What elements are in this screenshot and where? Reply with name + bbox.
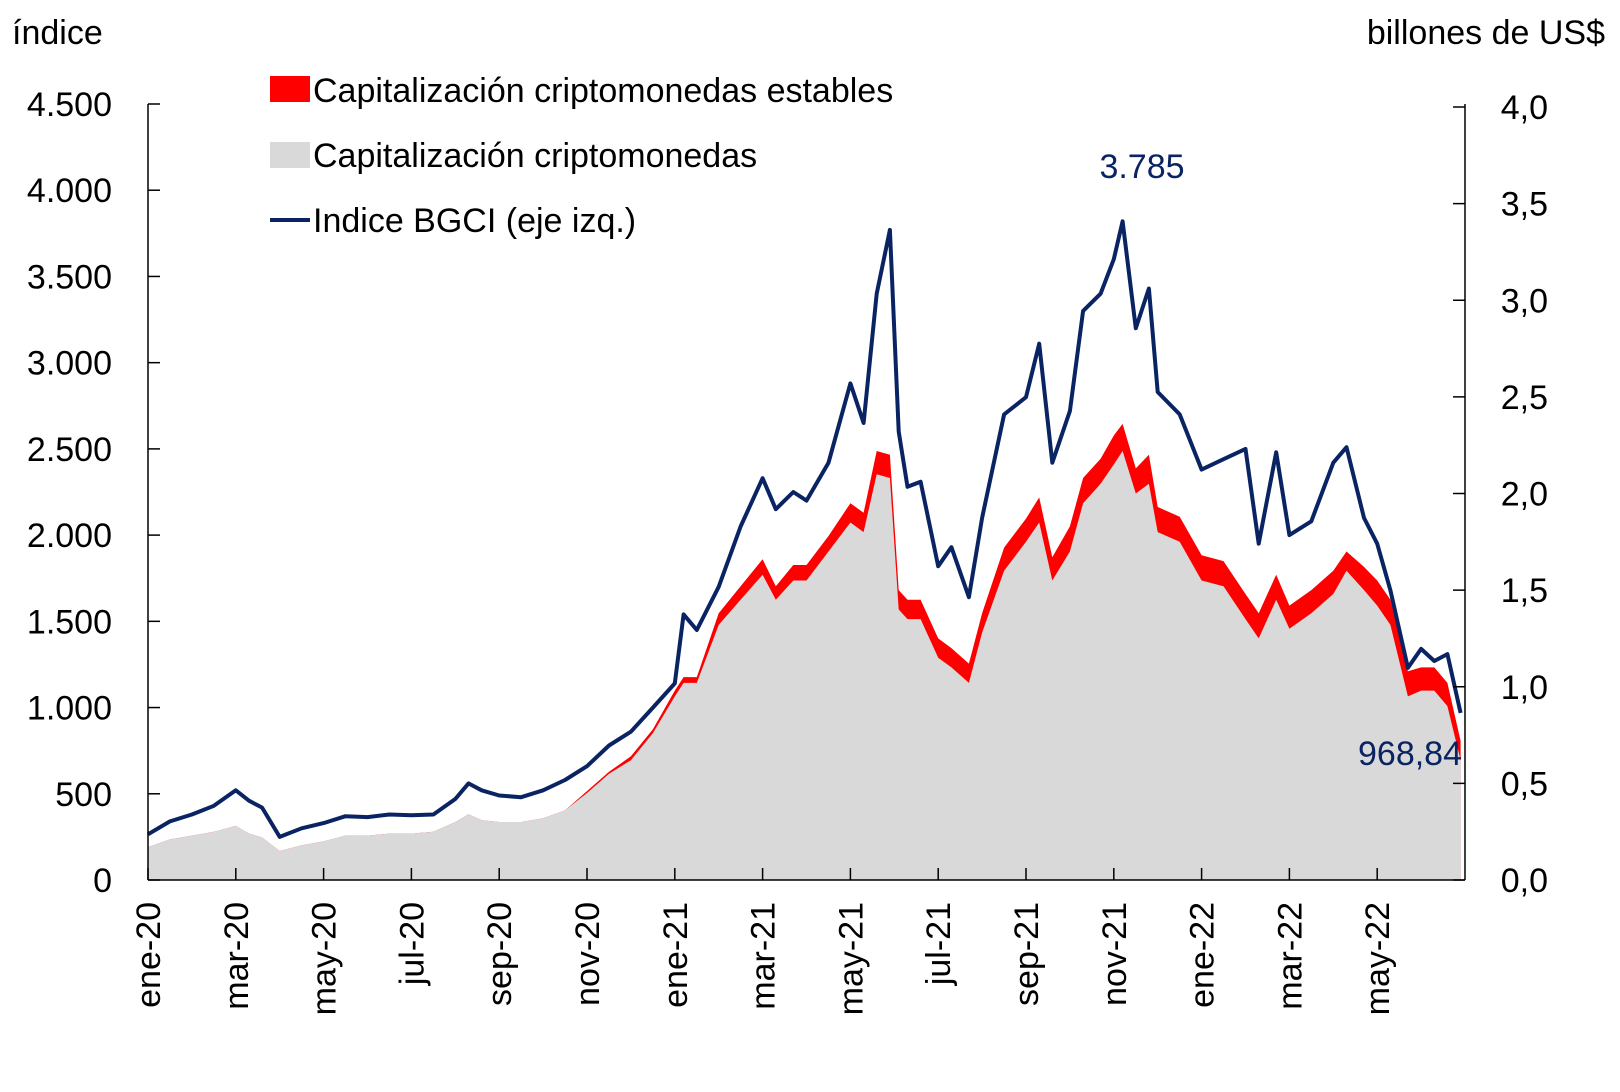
left-tick-label: 2.000 (27, 517, 112, 555)
annotation-last: 968,84 (1358, 735, 1462, 773)
left-tick-label: 0 (93, 862, 112, 900)
right-tick-label: 2,0 (1501, 476, 1548, 514)
x-tick-label: sep-21 (1008, 902, 1046, 1006)
legend-swatch-stablecoins (270, 76, 310, 102)
right-tick-label: 4,0 (1501, 89, 1548, 127)
x-tick-label: nov-20 (569, 902, 607, 1006)
legend-item-bgci: Indice BGCI (eje izq.) (270, 202, 636, 240)
legend-label-stablecoins: Capitalización criptomonedas estables (313, 72, 893, 110)
left-axis-title: índice (12, 14, 103, 52)
annotation-peak: 3.785 (1099, 148, 1184, 186)
x-tick-label: ene-22 (1184, 902, 1222, 1008)
right-tick-label: 0,5 (1501, 765, 1548, 803)
x-tick-label: may-22 (1359, 902, 1397, 1015)
right-tick-label: 0,0 (1501, 862, 1548, 900)
x-tick-label: ene-21 (657, 902, 695, 1008)
right-tick-label: 1,5 (1501, 572, 1548, 610)
x-tick-label: may-21 (832, 902, 870, 1015)
legend-swatch-crypto-cap (270, 142, 310, 168)
right-tick-label: 2,5 (1501, 379, 1548, 417)
x-tick-label: may-20 (306, 902, 344, 1015)
x-tick-label: mar-22 (1271, 902, 1309, 1010)
right-axis-title: billones de US$ (1367, 14, 1605, 52)
left-tick-label: 4.500 (27, 86, 112, 124)
area-layer (147, 423, 1461, 880)
left-tick-label: 1.500 (27, 603, 112, 641)
x-tick-label: jul-21 (920, 902, 958, 986)
left-axis-ticks: 0 500 1.000 1.500 2.000 2.500 3.000 3.500 4.000 4… (27, 86, 160, 900)
right-tick-label: 3,5 (1501, 186, 1548, 224)
left-tick-label: 1.000 (27, 690, 112, 728)
right-tick-label: 3,0 (1501, 282, 1548, 320)
left-tick-label: 4.000 (27, 172, 112, 210)
left-tick-label: 2.500 (27, 431, 112, 469)
series-line-bgci (146, 219, 1463, 839)
x-tick-label: ene-20 (130, 902, 168, 1008)
legend-label-crypto-cap: Capitalización criptomonedas (313, 137, 757, 175)
right-axis-ticks: 0,0 0,5 1,0 1,5 2,0 2,5 3,0 3,5 4,0 (1453, 89, 1548, 900)
x-tick-label: mar-20 (218, 902, 256, 1010)
right-tick-label: 1,0 (1501, 669, 1548, 707)
x-tick-label: jul-20 (393, 902, 431, 986)
x-tick-label: nov-21 (1096, 902, 1134, 1006)
legend-item-crypto-cap: Capitalización criptomonedas (270, 137, 757, 175)
line-layer (146, 219, 1463, 839)
x-tick-label: mar-21 (745, 902, 783, 1010)
legend-item-stablecoins: Capitalización criptomonedas estables (270, 72, 893, 110)
series-area-crypto-cap (148, 451, 1461, 880)
x-tick-label: sep-20 (481, 902, 519, 1006)
left-tick-label: 3.000 (27, 345, 112, 383)
left-tick-label: 500 (55, 776, 112, 814)
left-tick-label: 3.500 (27, 258, 112, 296)
legend-label-bgci: Indice BGCI (eje izq.) (313, 202, 636, 240)
legend: Capitalización criptomonedas estables Ca… (270, 72, 893, 240)
x-axis-ticks: ene-20 mar-20 may-20 jul-20 sep-20 nov-20 ene-… (130, 868, 1397, 1015)
